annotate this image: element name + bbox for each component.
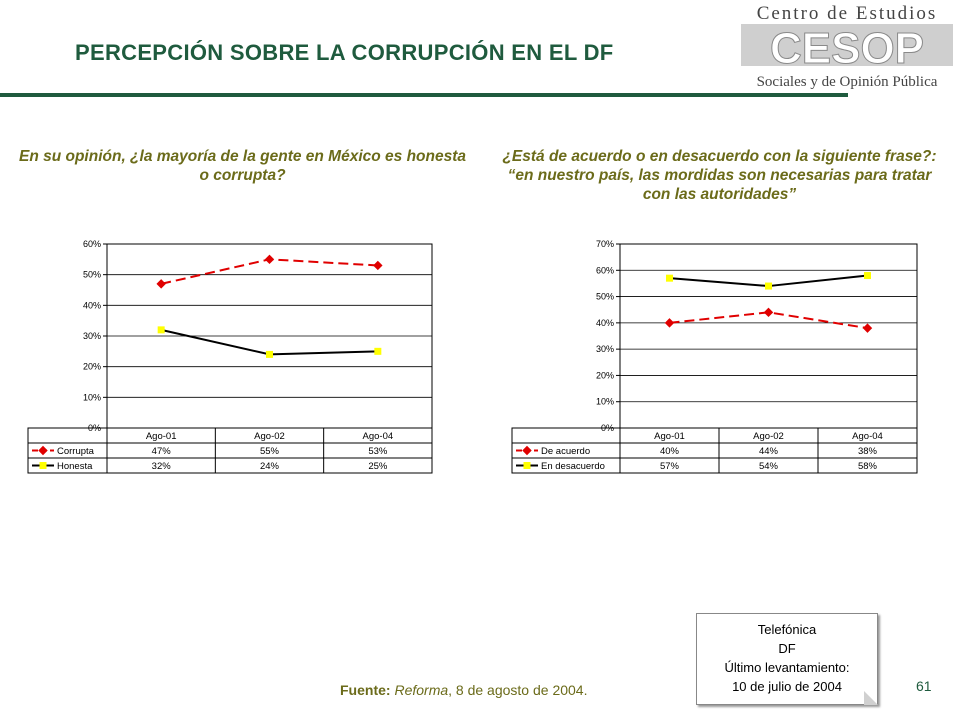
left-point-0-0 bbox=[156, 279, 166, 289]
page-fold bbox=[864, 691, 878, 705]
right-table-value-0-0: 40% bbox=[660, 446, 680, 457]
left-point-1-1 bbox=[266, 350, 273, 358]
left-table-value-0-2: 53% bbox=[368, 446, 388, 457]
right-ytick-label: 20% bbox=[596, 370, 614, 380]
logo-line2: Sociales y de Opinión Pública bbox=[757, 74, 938, 90]
right-category-label: Ago-01 bbox=[654, 431, 685, 442]
right-plot-area bbox=[619, 243, 918, 429]
left-table-value-1-2: 25% bbox=[368, 461, 388, 472]
right-table-value-1-0: 57% bbox=[660, 461, 680, 472]
left-table-value-0-0: 47% bbox=[152, 446, 172, 457]
left-legend-label-0: Corrupta bbox=[57, 446, 95, 457]
left-table-value-0-1: 55% bbox=[260, 446, 280, 457]
right-category-label: Ago-02 bbox=[753, 431, 784, 442]
right-ytick-label: 40% bbox=[596, 318, 614, 328]
left-category-label: Ago-02 bbox=[254, 431, 285, 442]
question-right: ¿Está de acuerdo o en desacuerdo con la … bbox=[502, 148, 937, 203]
right-table-value-1-2: 58% bbox=[858, 461, 878, 472]
logo-line1: Centro de Estudios bbox=[757, 3, 938, 24]
cesop-logo: Centro de Estudios CESOP Sociales y de O… bbox=[741, 3, 953, 90]
source-rest: , 8 de agosto de 2004. bbox=[448, 682, 588, 698]
right-point-1-1 bbox=[765, 282, 772, 290]
right-point-1-0 bbox=[666, 274, 673, 282]
right-table-value-1-1: 54% bbox=[759, 461, 779, 472]
question-left: En su opinión, ¿la mayoría de la gente e… bbox=[18, 148, 467, 184]
right-ytick-label: 60% bbox=[596, 265, 614, 275]
right-legend-label-1: En desacuerdo bbox=[541, 461, 605, 472]
title-divider bbox=[0, 93, 848, 97]
left-ytick-label: 50% bbox=[83, 270, 101, 280]
right-legend-key-marker-1 bbox=[523, 462, 531, 469]
right-legend-key-marker-0 bbox=[522, 445, 532, 456]
left-table-value-1-0: 32% bbox=[152, 461, 172, 472]
left-ytick-label: 40% bbox=[83, 300, 101, 310]
left-ytick-label: 60% bbox=[83, 239, 101, 249]
logo-mark: CESOP bbox=[770, 24, 924, 73]
left-table-value-1-1: 24% bbox=[260, 461, 280, 472]
left-category-label: Ago-01 bbox=[146, 431, 177, 442]
note-line-2: DF bbox=[778, 641, 796, 656]
right-table-value-0-1: 44% bbox=[759, 446, 779, 457]
right-legend-label-0: De acuerdo bbox=[541, 446, 590, 457]
survey-note-box: Telefónica DF Último levantamiento: 10 d… bbox=[696, 613, 878, 705]
right-ytick-label: 70% bbox=[596, 239, 614, 249]
note-line-4: 10 de julio de 2004 bbox=[732, 679, 842, 694]
left-legend-key-marker-1 bbox=[39, 462, 47, 469]
page-title: PERCEPCIÓN SOBRE LA CORRUPCIÓN EN EL DF bbox=[75, 40, 614, 65]
right-point-0-2 bbox=[862, 323, 873, 333]
note-line-1: Telefónica bbox=[757, 622, 817, 637]
right-point-1-2 bbox=[864, 272, 871, 280]
left-ytick-label: 20% bbox=[83, 362, 101, 372]
source-label: Fuente: bbox=[340, 682, 391, 698]
left-legend-key-marker-0 bbox=[38, 445, 48, 456]
left-point-1-2 bbox=[374, 347, 382, 355]
note-line-3: Último levantamiento: bbox=[724, 660, 850, 675]
page-number: 61 bbox=[916, 678, 932, 694]
right-category-label: Ago-04 bbox=[852, 431, 883, 442]
left-legend-label-1: Honesta bbox=[57, 461, 93, 472]
left-category-label: Ago-04 bbox=[363, 431, 394, 442]
right-table-value-0-2: 38% bbox=[858, 446, 878, 457]
right-ytick-label: 50% bbox=[596, 292, 614, 302]
right-point-0-0 bbox=[664, 318, 675, 328]
left-ytick-label: 10% bbox=[83, 392, 101, 402]
source-publication: Reforma bbox=[394, 682, 449, 698]
right-ytick-label: 10% bbox=[596, 397, 614, 407]
right-ytick-label: 30% bbox=[596, 344, 614, 354]
source-note: Fuente: Reforma, 8 de agosto de 2004. bbox=[340, 682, 587, 698]
left-point-0-2 bbox=[373, 260, 383, 271]
left-point-1-0 bbox=[157, 326, 165, 334]
left-ytick-label: 30% bbox=[83, 331, 101, 341]
left-point-0-1 bbox=[264, 254, 275, 265]
right-point-0-1 bbox=[763, 307, 774, 318]
